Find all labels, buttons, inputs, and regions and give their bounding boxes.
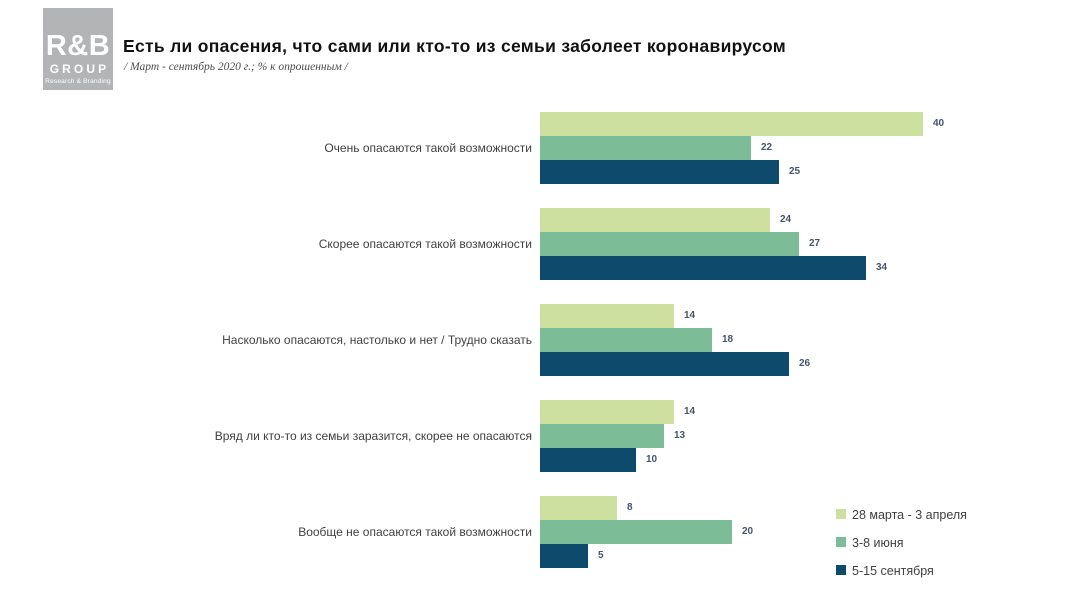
- bar-value-label: 18: [722, 334, 734, 345]
- bar-series1-cat1: [540, 112, 923, 136]
- logo-group-text: GROUP: [49, 62, 110, 76]
- bar-value-label: 24: [780, 214, 792, 225]
- bar-value-label: 14: [684, 310, 696, 321]
- bar-series1-cat4: [540, 400, 674, 424]
- bar-value-label: 8: [627, 502, 633, 513]
- bar-series2-cat4: [540, 424, 664, 448]
- bar-series3-cat4: [540, 448, 636, 472]
- bar-value-label: 22: [761, 142, 773, 153]
- bar-value-label: 27: [809, 238, 821, 249]
- bar-series1-cat2: [540, 208, 770, 232]
- bar-series3-cat5: [540, 544, 588, 568]
- category-label: Вообще не опасаются такой возможности: [298, 525, 532, 539]
- bar-value-label: 5: [598, 550, 604, 561]
- logo-research-branding-text: Research & Branding: [45, 78, 111, 85]
- bar-value-label: 26: [799, 358, 811, 369]
- legend-label-september: 5-15 сентября: [852, 563, 934, 578]
- legend-item-september: 5-15 сентября: [836, 562, 934, 578]
- bar-value-label: 25: [789, 166, 801, 177]
- bar-series3-cat1: [540, 160, 779, 184]
- rb-group-logo: R&B GROUP Research & Branding: [43, 8, 113, 90]
- legend-label-march: 28 марта - 3 апреля: [852, 507, 967, 522]
- bar-series2-cat2: [540, 232, 799, 256]
- bar-series3-cat3: [540, 352, 789, 376]
- legend-swatch-september: [836, 564, 846, 575]
- category-label: Скорее опасаются такой возможности: [318, 237, 532, 251]
- bar-series2-cat5: [540, 520, 732, 544]
- bar-value-label: 40: [933, 118, 945, 129]
- bar-value-label: 13: [674, 430, 686, 441]
- bar-value-label: 10: [646, 454, 658, 465]
- bar-series1-cat3: [540, 304, 674, 328]
- chart-title: Есть ли опасения, что сами или кто-то из…: [123, 36, 787, 56]
- legend-item-march: 28 марта - 3 апреля: [836, 506, 967, 522]
- legend-item-june: 3-8 июня: [836, 534, 904, 550]
- bar-series1-cat5: [540, 496, 617, 520]
- legend-swatch-march: [836, 508, 846, 519]
- bar-series3-cat2: [540, 256, 866, 280]
- category-label: Вряд ли кто-то из семьи заразится, скоре…: [214, 429, 532, 443]
- category-label: Очень опасаются такой возможности: [324, 141, 532, 155]
- legend-swatch-june: [836, 536, 846, 547]
- logo-rb-text: R&B: [45, 30, 111, 62]
- bar-value-label: 20: [742, 526, 754, 537]
- category-label: Насколько опасаются, настолько и нет / Т…: [222, 333, 532, 347]
- legend-label-june: 3-8 июня: [852, 535, 904, 550]
- bar-value-label: 34: [876, 262, 888, 273]
- bar-value-label: 14: [684, 406, 696, 417]
- chart-subtitle: / Март - сентябрь 2020 г.; % к опрошенны…: [124, 61, 348, 73]
- bar-series2-cat3: [540, 328, 712, 352]
- bar-series2-cat1: [540, 136, 751, 160]
